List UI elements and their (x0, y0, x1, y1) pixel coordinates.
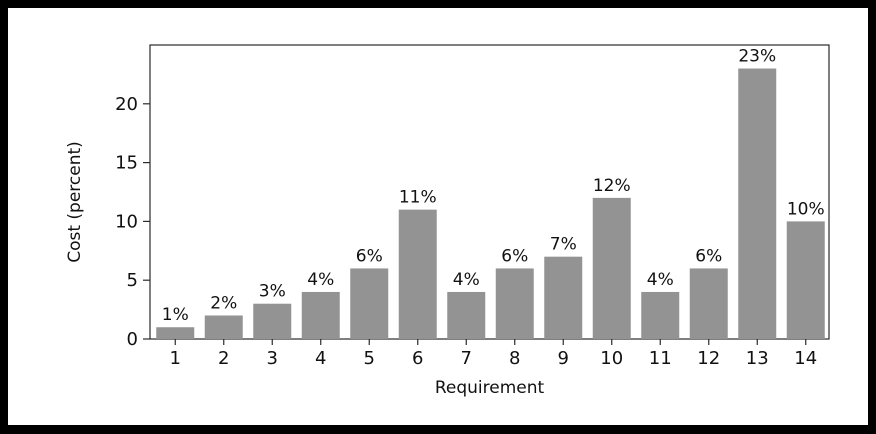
plot-area-border (149, 44, 830, 340)
bar (641, 291, 680, 339)
y-tick-label: 0 (127, 329, 138, 350)
bar (495, 268, 534, 339)
x-tick-label: 12 (697, 348, 720, 369)
chart-axes (149, 44, 830, 340)
y-tick-label: 5 (127, 270, 138, 291)
bar (592, 197, 631, 339)
bar-data-label: 6% (356, 246, 383, 266)
bar (786, 221, 825, 339)
x-tick-label: 2 (218, 348, 229, 369)
bar (544, 256, 583, 339)
x-tick-label: 13 (746, 348, 769, 369)
bar (301, 291, 340, 339)
bar (738, 68, 777, 340)
x-tick-label: 4 (315, 348, 326, 369)
bar (204, 315, 243, 339)
x-tick-label: 1 (170, 348, 181, 369)
bar-data-label: 4% (453, 270, 480, 290)
y-axis-ticks: 0 5 10 15 20 (115, 94, 150, 350)
x-tick-label: 8 (509, 348, 520, 369)
y-tick-label: 10 (115, 211, 138, 232)
bar-data-label: 6% (501, 246, 528, 266)
bar-data-label: 4% (307, 270, 334, 290)
bar-data-label: 10% (787, 199, 825, 219)
y-tick-label: 20 (115, 94, 138, 115)
bar-data-label: 7% (550, 235, 577, 255)
bar-data-label: 11% (399, 188, 437, 208)
y-tick-label: 15 (115, 153, 138, 174)
bar (447, 291, 486, 339)
x-tick-label: 6 (412, 348, 423, 369)
x-tick-label: 9 (558, 348, 569, 369)
bar-data-label: 4% (647, 270, 674, 290)
bar (689, 268, 728, 339)
bar-data-label: 6% (695, 246, 722, 266)
x-tick-label: 5 (364, 348, 375, 369)
bar-data-label: 3% (259, 282, 286, 302)
x-tick-label: 11 (649, 348, 672, 369)
bar-data-label: 12% (593, 176, 631, 196)
x-axis-ticks: 1 2 3 4 5 6 7 8 9 10 11 12 13 14 (170, 339, 817, 369)
x-tick-label: 14 (794, 348, 817, 369)
bar (253, 303, 292, 339)
bar-data-label: 1% (162, 305, 189, 325)
x-axis-label: Requirement (435, 378, 545, 398)
bar (156, 327, 195, 339)
y-axis-label: Cost (percent) (65, 141, 85, 263)
bar-data-label: 23% (738, 47, 776, 67)
bar (350, 268, 389, 339)
chart-data-labels: 1% 2% 3% 4% 6% 11% 4% 6% 7% 12% 4% 6% 23% 10% (162, 47, 825, 326)
bar-data-label: 2% (210, 293, 237, 313)
x-tick-label: 3 (267, 348, 278, 369)
x-tick-label: 10 (600, 348, 623, 369)
bar (398, 209, 437, 339)
x-tick-label: 7 (461, 348, 472, 369)
chart-bars (156, 68, 825, 340)
